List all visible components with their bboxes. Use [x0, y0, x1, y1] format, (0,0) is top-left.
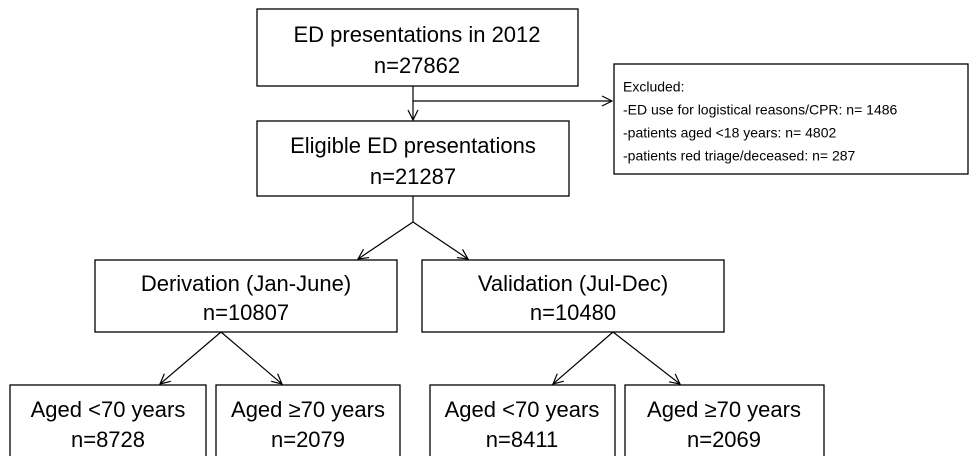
node-count: n=2079	[271, 427, 345, 452]
node-count: n=10480	[530, 300, 616, 325]
node-label: Validation (Jul-Dec)	[478, 271, 668, 296]
box	[9, 384, 207, 456]
excluded-item: -patients red triage/deceased: n= 287	[623, 148, 856, 164]
excluded-title: Excluded:	[623, 79, 684, 95]
node-label: Eligible ED presentations	[290, 133, 536, 158]
node-count: n=8411	[486, 427, 558, 452]
box	[256, 8, 579, 87]
excluded-item: -patients aged <18 years: n= 4802	[623, 125, 836, 141]
box	[421, 259, 725, 333]
node-count: n=21287	[370, 164, 456, 189]
arrow	[220, 331, 282, 384]
node-label: ED presentations in 2012	[293, 22, 540, 47]
node-label: Aged <70 years	[31, 397, 186, 422]
node-label: Aged ≥70 years	[231, 397, 385, 422]
box	[215, 384, 401, 456]
node-count: n=10807	[203, 300, 289, 325]
node-label: Aged <70 years	[445, 397, 600, 422]
arrow	[160, 331, 222, 384]
arrow	[358, 221, 414, 259]
arrow	[553, 331, 614, 384]
arrow	[412, 221, 468, 259]
box	[613, 63, 969, 175]
node-label: Derivation (Jan-June)	[141, 271, 351, 296]
box	[429, 384, 616, 456]
arrow	[612, 331, 680, 384]
node-count: n=27862	[374, 53, 460, 78]
node-count: n=2069	[687, 427, 761, 452]
node-label: Aged ≥70 years	[647, 397, 801, 422]
node-count: n=8728	[71, 427, 145, 452]
excluded-item: -ED use for logistical reasons/CPR: n= 1…	[623, 102, 898, 118]
box	[94, 259, 398, 333]
box	[256, 120, 570, 197]
box	[624, 384, 825, 456]
